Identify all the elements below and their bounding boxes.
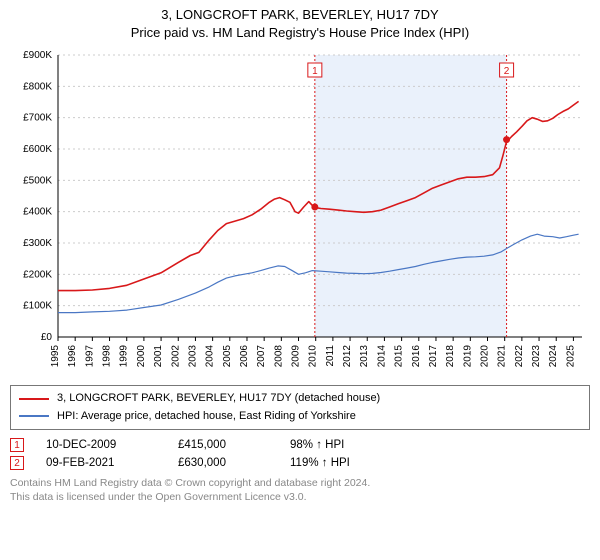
- legend-item-hpi: HPI: Average price, detached house, East…: [19, 408, 581, 426]
- legend: 3, LONGCROFT PARK, BEVERLEY, HU17 7DY (d…: [10, 385, 590, 430]
- svg-text:1997: 1997: [84, 345, 95, 368]
- svg-text:2017: 2017: [428, 345, 439, 368]
- svg-text:1999: 1999: [119, 345, 130, 368]
- title-subtitle: Price paid vs. HM Land Registry's House …: [10, 24, 590, 42]
- svg-text:2014: 2014: [376, 345, 387, 368]
- legend-swatch-hpi: [19, 415, 49, 417]
- sale-price: £415,000: [178, 439, 268, 451]
- svg-text:£900K: £900K: [23, 50, 52, 61]
- svg-text:2023: 2023: [531, 345, 542, 368]
- sale-marker-1: 1: [10, 438, 24, 452]
- legend-item-property: 3, LONGCROFT PARK, BEVERLEY, HU17 7DY (d…: [19, 390, 581, 408]
- sale-marker-2: 2: [10, 456, 24, 470]
- svg-text:£500K: £500K: [23, 175, 52, 186]
- svg-text:2010: 2010: [308, 345, 319, 368]
- svg-text:£800K: £800K: [23, 81, 52, 92]
- footnote-line1: Contains HM Land Registry data © Crown c…: [10, 476, 590, 490]
- svg-text:2011: 2011: [325, 345, 336, 367]
- svg-text:£300K: £300K: [23, 238, 52, 249]
- svg-text:2024: 2024: [548, 345, 559, 368]
- line-chart: £0 £100K £200K £300K £400K £500K £600K £700K £80…: [10, 47, 590, 377]
- svg-text:1996: 1996: [67, 345, 78, 368]
- legend-label-hpi: HPI: Average price, detached house, East…: [57, 408, 356, 426]
- sales-table: 1 10-DEC-2009 £415,000 98% ↑ HPI 2 09-FE…: [10, 438, 590, 470]
- footnote: Contains HM Land Registry data © Crown c…: [10, 476, 590, 504]
- chart-container: 3, LONGCROFT PARK, BEVERLEY, HU17 7DY Pr…: [0, 0, 600, 513]
- svg-text:1: 1: [312, 66, 318, 77]
- svg-text:2009: 2009: [291, 345, 302, 368]
- sale-price: £630,000: [178, 457, 268, 469]
- svg-text:£200K: £200K: [23, 269, 52, 280]
- sale-hpi: 98% ↑ HPI: [290, 439, 344, 451]
- svg-text:2004: 2004: [205, 345, 216, 368]
- title-address: 3, LONGCROFT PARK, BEVERLEY, HU17 7DY: [10, 6, 590, 24]
- svg-text:£400K: £400K: [23, 207, 52, 218]
- svg-text:2: 2: [504, 66, 510, 77]
- svg-text:1995: 1995: [50, 345, 61, 368]
- svg-text:2020: 2020: [480, 345, 491, 368]
- svg-text:2013: 2013: [359, 345, 370, 368]
- svg-text:2021: 2021: [497, 345, 508, 368]
- svg-text:2025: 2025: [565, 345, 576, 368]
- svg-text:2002: 2002: [170, 345, 181, 368]
- sales-row: 2 09-FEB-2021 £630,000 119% ↑ HPI: [10, 456, 590, 470]
- svg-text:£0: £0: [41, 332, 53, 343]
- svg-text:£100K: £100K: [23, 301, 52, 312]
- svg-text:2022: 2022: [514, 345, 525, 368]
- svg-text:2016: 2016: [411, 345, 422, 368]
- sale-date: 09-FEB-2021: [46, 457, 156, 469]
- svg-text:£700K: £700K: [23, 113, 52, 124]
- svg-text:2008: 2008: [273, 345, 284, 368]
- svg-text:2005: 2005: [222, 345, 233, 368]
- chart-area: £0 £100K £200K £300K £400K £500K £600K £700K £80…: [10, 47, 590, 377]
- svg-text:1998: 1998: [102, 345, 113, 368]
- svg-text:2006: 2006: [239, 345, 250, 368]
- svg-text:2019: 2019: [462, 345, 473, 368]
- sales-row: 1 10-DEC-2009 £415,000 98% ↑ HPI: [10, 438, 590, 452]
- svg-text:2012: 2012: [342, 345, 353, 368]
- legend-label-property: 3, LONGCROFT PARK, BEVERLEY, HU17 7DY (d…: [57, 390, 380, 408]
- svg-text:2007: 2007: [256, 345, 267, 368]
- svg-text:2003: 2003: [187, 345, 198, 368]
- sale-hpi: 119% ↑ HPI: [290, 457, 350, 469]
- svg-text:2015: 2015: [394, 345, 405, 368]
- svg-text:2001: 2001: [153, 345, 164, 368]
- svg-text:£600K: £600K: [23, 144, 52, 155]
- footnote-line2: This data is licensed under the Open Gov…: [10, 490, 590, 504]
- sale-date: 10-DEC-2009: [46, 439, 156, 451]
- svg-text:2000: 2000: [136, 345, 147, 368]
- legend-swatch-property: [19, 398, 49, 400]
- svg-text:2018: 2018: [445, 345, 456, 368]
